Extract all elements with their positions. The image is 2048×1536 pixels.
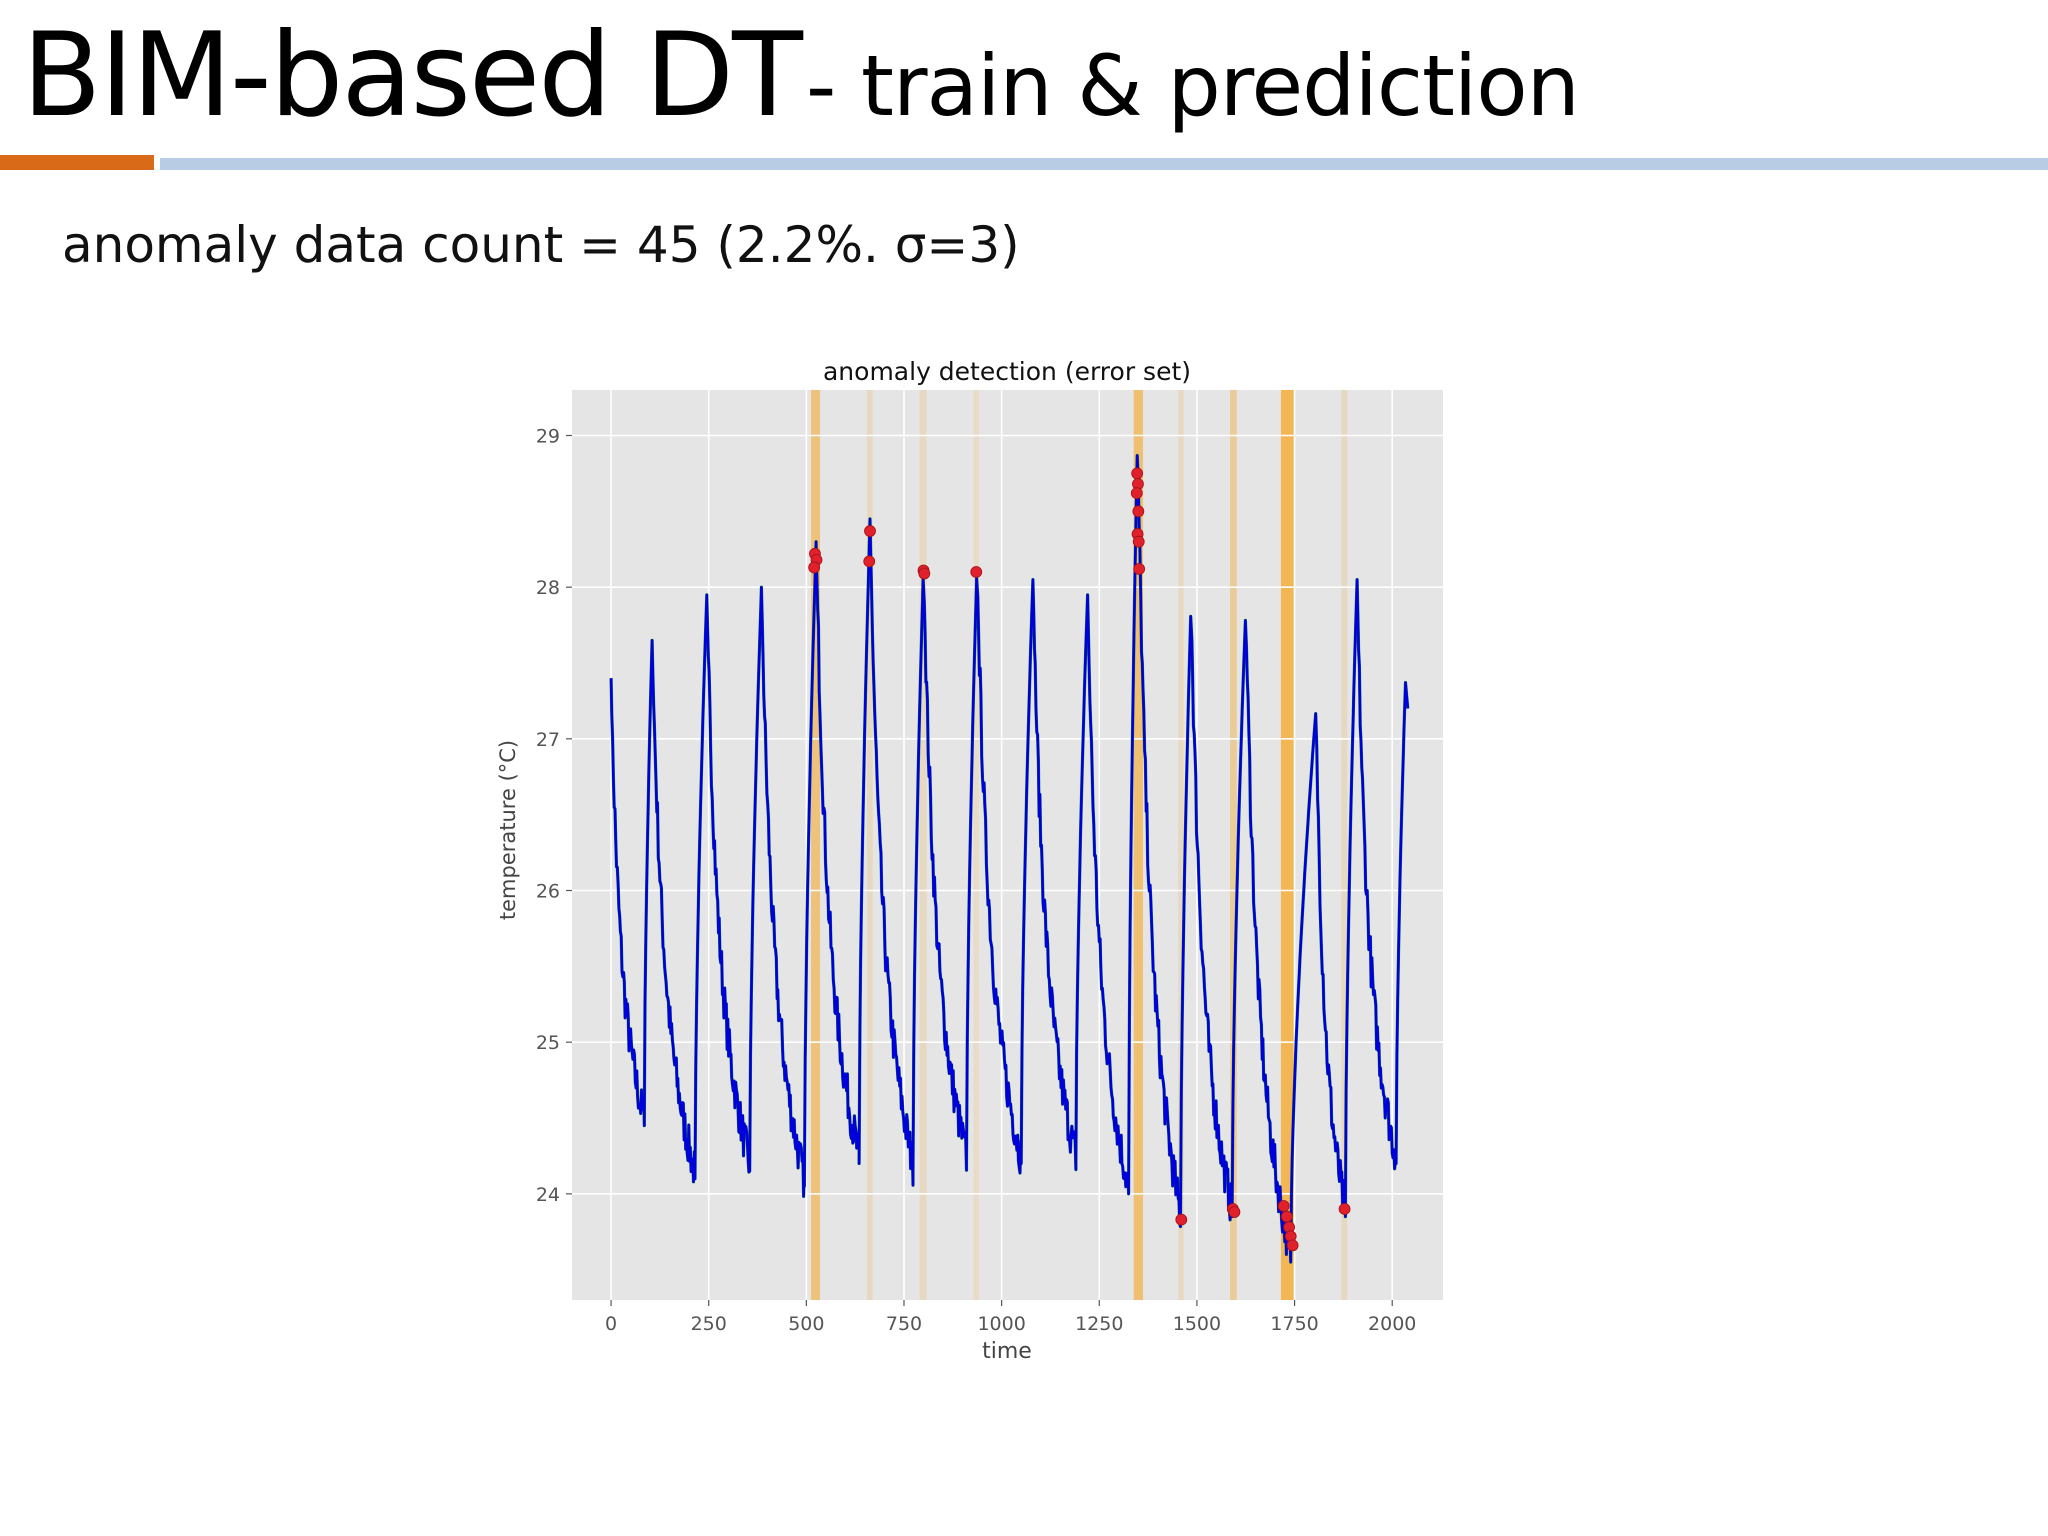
anomaly-point bbox=[918, 567, 931, 580]
anomaly-point bbox=[1133, 563, 1146, 575]
x-axis-ticks: 0 250 500 750 1000 1250 1500 1750 2000 bbox=[605, 1300, 1416, 1335]
grid-lines bbox=[572, 390, 1443, 1300]
x-tick-label: 1750 bbox=[1270, 1313, 1318, 1335]
anomaly-point bbox=[1228, 1206, 1241, 1218]
x-tick-label: 750 bbox=[886, 1313, 922, 1335]
x-tick-label: 500 bbox=[788, 1313, 824, 1335]
anomaly-point bbox=[1277, 1200, 1290, 1212]
anomaly-point bbox=[1280, 1210, 1293, 1223]
y-tick-label: 29 bbox=[536, 426, 560, 448]
slide-title: BIM-based DT - train & prediction bbox=[22, 8, 1580, 143]
series-layer bbox=[609, 453, 1410, 1264]
x-tick-label: 2000 bbox=[1368, 1313, 1416, 1335]
anomaly-band bbox=[973, 390, 979, 1300]
anomaly-point bbox=[1130, 487, 1143, 500]
anomaly-band bbox=[1341, 390, 1348, 1300]
anomaly-point bbox=[1286, 1239, 1299, 1252]
y-tick-label: 27 bbox=[536, 729, 560, 751]
anomaly-band bbox=[811, 390, 821, 1300]
anomaly-point bbox=[1338, 1203, 1351, 1215]
anomaly-bands bbox=[811, 390, 1348, 1300]
anomaly-band bbox=[1230, 390, 1237, 1300]
title-accent-bar bbox=[0, 155, 154, 170]
anomaly-band bbox=[919, 390, 927, 1300]
x-tick-label: 0 bbox=[605, 1313, 617, 1335]
anomaly-point bbox=[1132, 505, 1145, 518]
slide-title-sub: - train & prediction bbox=[806, 37, 1580, 135]
anomaly-band bbox=[1280, 390, 1294, 1300]
anomaly-chart: anomaly detection (error set) 0 250 500 750… bbox=[480, 350, 1460, 1380]
anomaly-band bbox=[866, 390, 873, 1300]
x-tick-label: 1000 bbox=[977, 1313, 1025, 1335]
anomaly-chart-svg: anomaly detection (error set) 0 250 500 750… bbox=[496, 357, 1443, 1364]
y-tick-label: 26 bbox=[536, 881, 560, 903]
y-tick-label: 24 bbox=[536, 1184, 560, 1206]
plot-area bbox=[572, 390, 1443, 1300]
x-tick-label: 1250 bbox=[1075, 1313, 1123, 1335]
y-axis-ticks: 24 25 26 27 28 29 bbox=[536, 426, 572, 1206]
y-tick-label: 28 bbox=[536, 577, 560, 599]
anomaly-count-text: anomaly data count = 45 (2.2%. σ=3) bbox=[62, 216, 1020, 274]
anomaly-point bbox=[1132, 535, 1145, 548]
predicted-temperature-line bbox=[609, 454, 1410, 1264]
x-tick-label: 250 bbox=[691, 1313, 727, 1335]
anomaly-point bbox=[1175, 1213, 1188, 1226]
anomaly-point bbox=[808, 561, 821, 574]
title-rule-bar bbox=[160, 158, 2048, 170]
x-tick-label: 1500 bbox=[1173, 1313, 1221, 1335]
anomaly-band bbox=[1133, 390, 1144, 1300]
slide-title-main: BIM-based DT bbox=[22, 8, 803, 143]
anomaly-point bbox=[864, 525, 876, 537]
anomaly-point bbox=[970, 566, 983, 578]
y-axis-label: temperature (°C) bbox=[496, 740, 520, 920]
x-axis-label: time bbox=[982, 1339, 1032, 1364]
y-tick-label: 25 bbox=[536, 1032, 560, 1054]
anomaly-point bbox=[863, 555, 876, 568]
chart-title: anomaly detection (error set) bbox=[823, 357, 1191, 386]
anomaly-point bbox=[1131, 467, 1144, 480]
anomaly-band bbox=[1178, 390, 1184, 1300]
anomaly-markers bbox=[808, 467, 1351, 1252]
